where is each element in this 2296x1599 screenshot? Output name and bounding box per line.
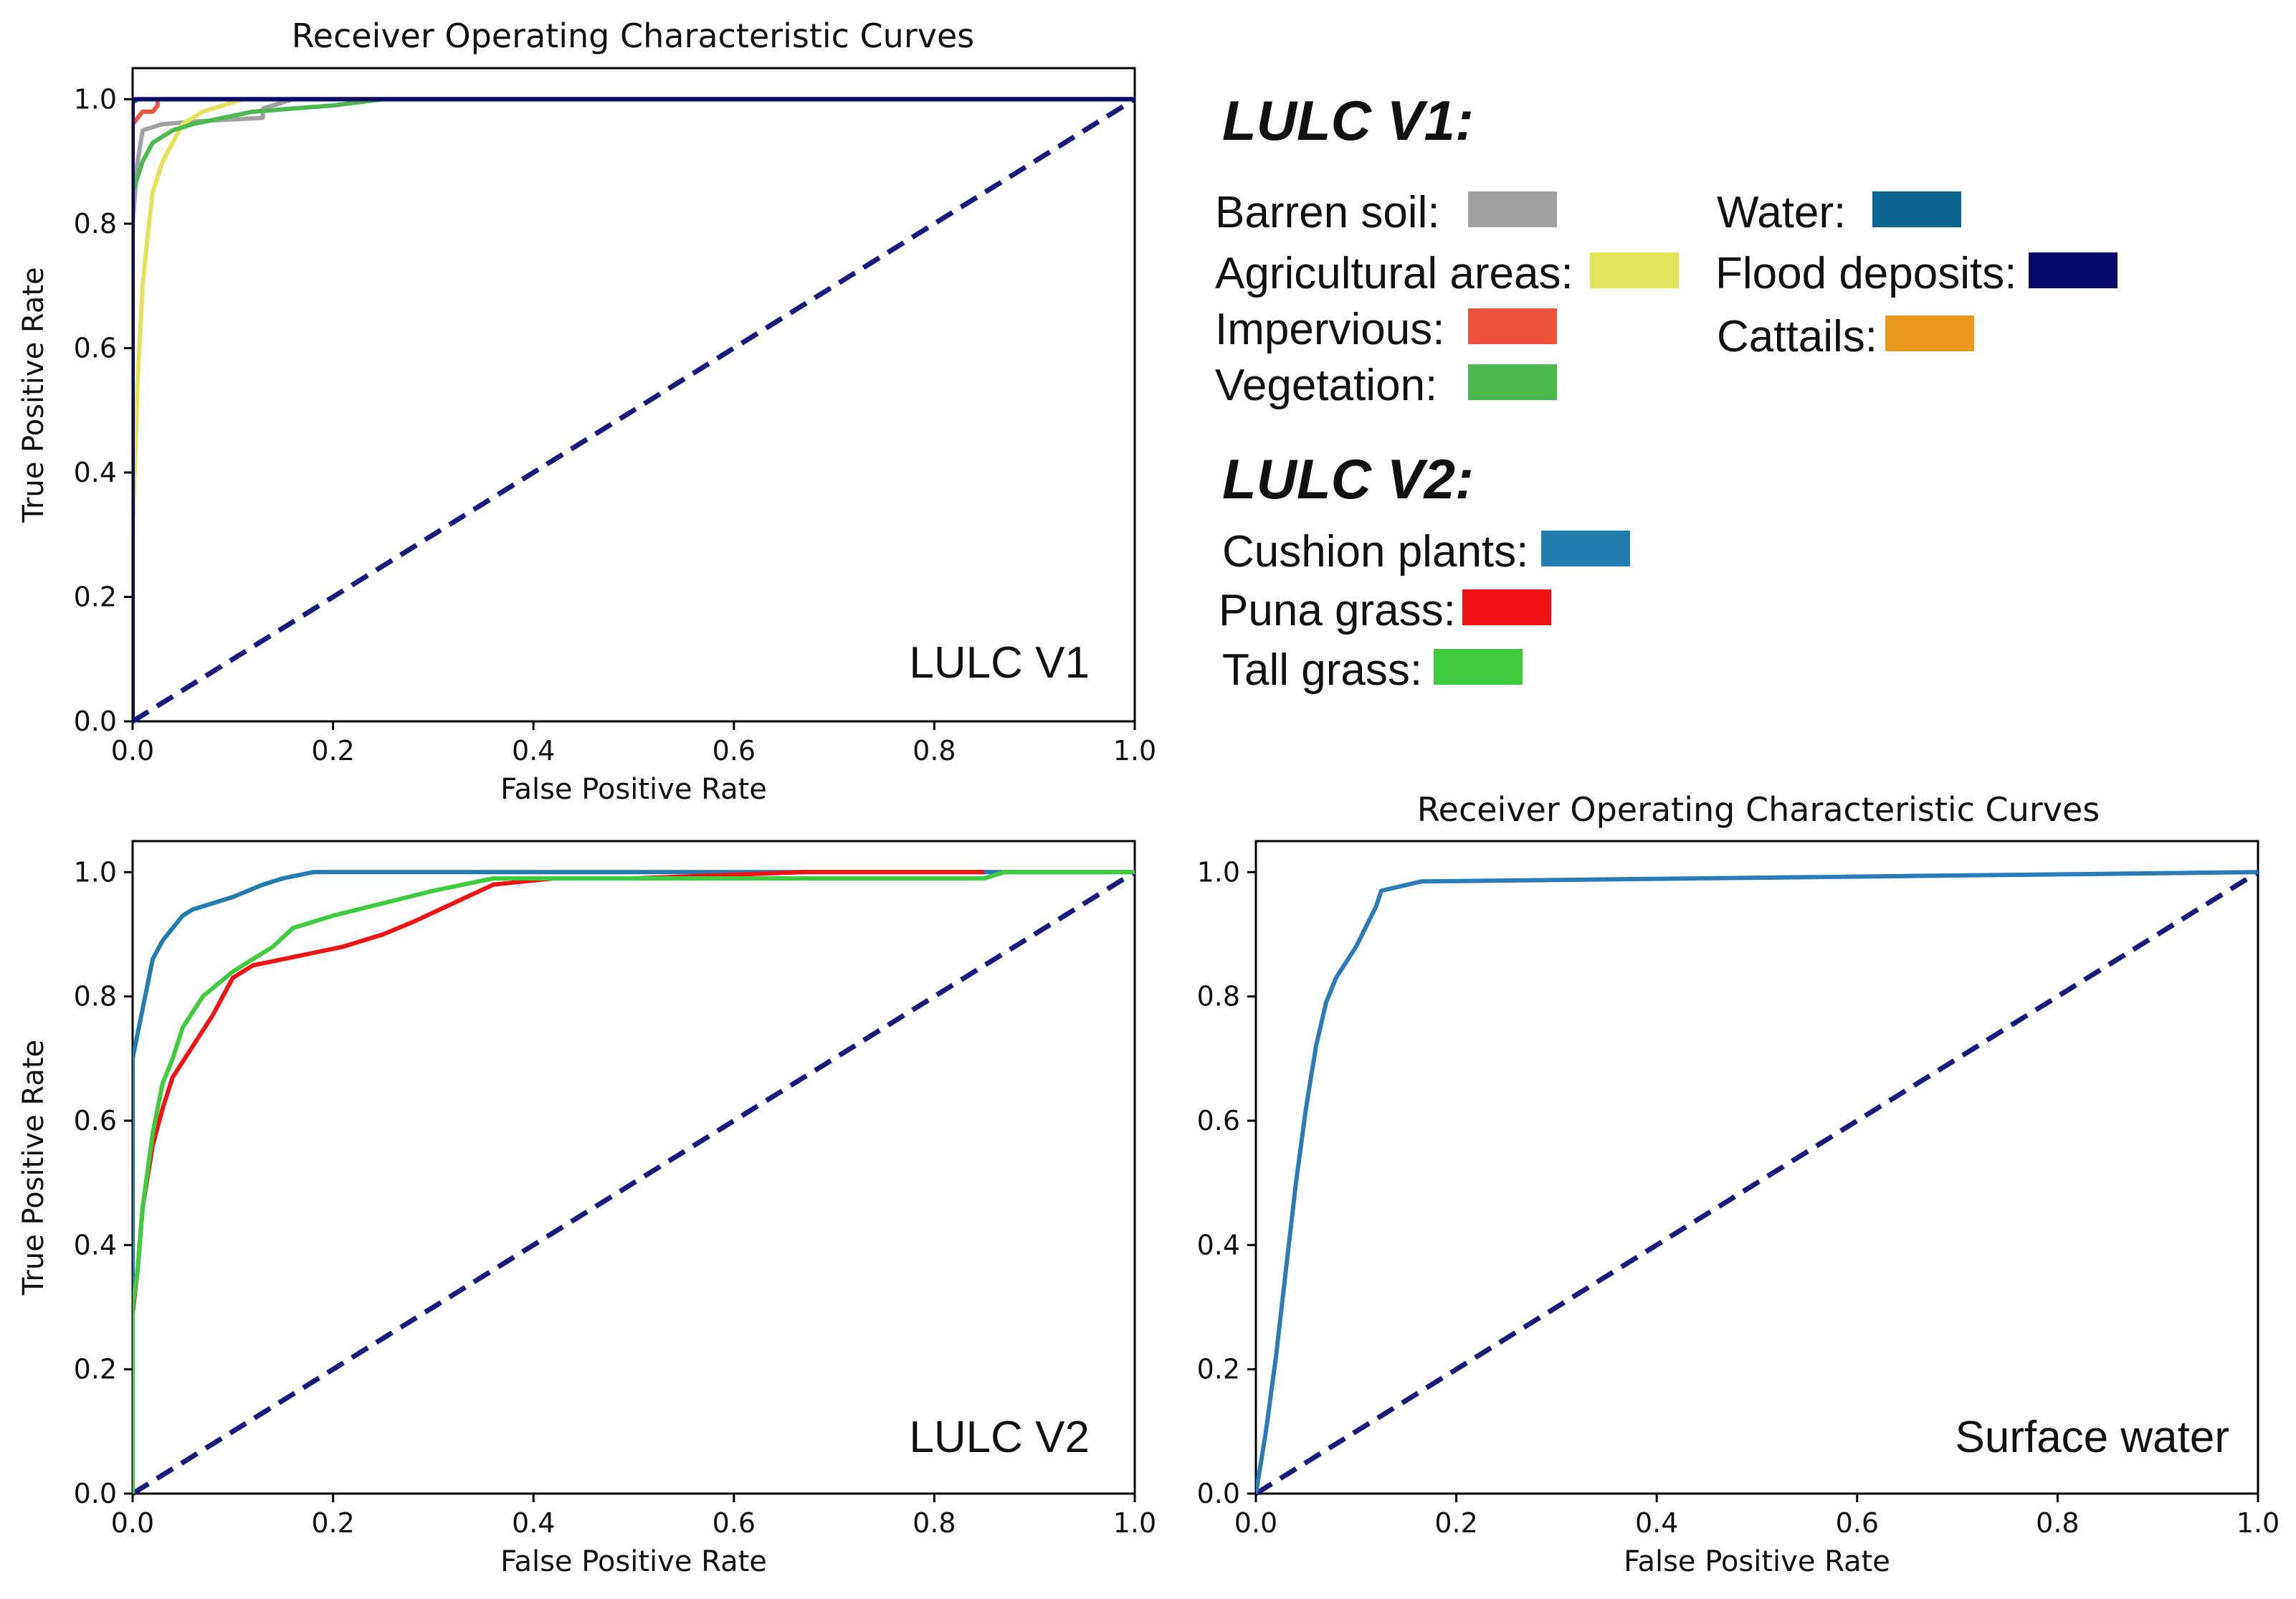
x-axis-label: False Positive Rate <box>500 1545 767 1578</box>
x-tick-label: 0.2 <box>311 1507 354 1539</box>
legend-swatch <box>1885 315 1974 351</box>
panel-label: Surface water <box>1955 1413 2229 1462</box>
legend-swatch <box>1468 364 1557 400</box>
x-axis-label: False Positive Rate <box>500 773 767 806</box>
x-tick-label: 0.4 <box>1635 1507 1678 1539</box>
chart1-title: Receiver Operating Characteristic Curves <box>292 16 974 55</box>
legend-swatch <box>1468 191 1557 227</box>
x-tick-label: 0.8 <box>913 1507 956 1539</box>
legend-label: Tall grass: <box>1222 645 1422 695</box>
legend-label: Cushion plants: <box>1222 527 1528 577</box>
y-tick-label: 1.0 <box>74 83 117 115</box>
plot-frame <box>1254 840 2259 1495</box>
chance-diagonal-line <box>133 97 1136 723</box>
y-tick-label: 1.0 <box>1197 856 1240 888</box>
x-tick-label: 0.4 <box>512 735 555 767</box>
y-tick-label: 0.2 <box>74 581 117 612</box>
legend-swatch <box>1590 252 1679 288</box>
legend-swatch <box>1872 191 1961 227</box>
x-tick-label: 0.2 <box>311 735 354 767</box>
x-tick-label: 0.8 <box>913 735 956 767</box>
y-tick-label: 0.2 <box>1197 1354 1240 1385</box>
x-tick-label: 1.0 <box>2237 1507 2280 1539</box>
series-line-surface-water <box>1256 870 2259 1494</box>
x-tick-label: 0.0 <box>111 735 154 767</box>
legend-v2-heading: LULC V2: <box>1222 447 1474 511</box>
x-tick-label: 0.6 <box>1836 1507 1879 1539</box>
plot-area <box>133 97 1136 723</box>
y-tick-label: 0.2 <box>74 1354 117 1385</box>
y-axis-label: True Positive Rate <box>17 1040 50 1296</box>
legend-swatch <box>2029 252 2118 288</box>
y-tick-label: 0.8 <box>74 981 117 1012</box>
x-tick-label: 0.8 <box>2036 1507 2079 1539</box>
panel-label: LULC V1 <box>909 638 1090 688</box>
legend: LULC V1: LULC V2: Barren soil: Agricultur… <box>1215 89 2118 695</box>
legend-label: Impervious: <box>1215 305 1444 354</box>
chart3-title: Receiver Operating Characteristic Curves <box>1417 790 2100 829</box>
y-tick-label: 1.0 <box>74 856 117 888</box>
legend-label: Flood deposits: <box>1715 249 2016 298</box>
y-tick-label: 0.6 <box>1197 1105 1240 1137</box>
y-tick-label: 0.6 <box>74 332 117 364</box>
chance-diagonal-line <box>133 870 1136 1496</box>
x-axis-label: False Positive Rate <box>1624 1545 1890 1578</box>
plot-area <box>133 870 1136 1496</box>
y-axis-label: True Positive Rate <box>17 267 50 523</box>
x-tick-label: 0.0 <box>1234 1507 1277 1539</box>
panel-label: LULC V2 <box>909 1413 1090 1462</box>
y-tick-label: 0.0 <box>1197 1478 1240 1509</box>
legend-label: Water: <box>1717 188 1846 237</box>
series-line-agricultural-areas <box>133 97 1135 721</box>
y-tick-label: 0.8 <box>1197 981 1240 1012</box>
series-line-cushion-plants <box>133 870 1135 1494</box>
y-tick-label: 0.4 <box>74 1229 117 1261</box>
x-tick-label: 0.0 <box>111 1507 154 1539</box>
y-tick-label: 0.0 <box>74 706 117 737</box>
legend-label: Agricultural areas: <box>1215 249 1573 298</box>
x-tick-label: 1.0 <box>1113 735 1156 767</box>
legend-swatch <box>1462 589 1551 625</box>
legend-label: Barren soil: <box>1215 188 1440 237</box>
chart-lulc-v1: 0.0 0.2 0.4 0.6 0.8 1.0 0.0 0.2 0.4 0.6 0.8 1.0 Fals… <box>17 67 1156 806</box>
x-tick-label: 0.6 <box>713 1507 756 1539</box>
y-tick-label: 0.4 <box>1197 1229 1240 1261</box>
chart-surface-water: 0.0 0.2 0.4 0.6 0.8 1.0 0.0 0.2 0.4 0.6 0.8 1.0 Fals… <box>1197 840 2280 1578</box>
plot-area <box>1256 870 2259 1496</box>
series-line-tall-grass <box>133 870 1135 1494</box>
legend-label: Cattails: <box>1717 312 1877 361</box>
series-line-vegetation <box>133 97 1135 721</box>
chart-lulc-v2: 0.0 0.2 0.4 0.6 0.8 1.0 0.0 0.2 0.4 0.6 0.8 1.0 Fals… <box>17 840 1156 1578</box>
x-tick-label: 1.0 <box>1113 1507 1156 1539</box>
x-tick-label: 0.2 <box>1434 1507 1477 1539</box>
y-tick-label: 0.6 <box>74 1105 117 1137</box>
y-tick-label: 0.8 <box>74 208 117 239</box>
legend-label: Puna grass: <box>1219 586 1456 635</box>
x-tick-label: 0.4 <box>512 1507 555 1539</box>
legend-swatch <box>1541 531 1630 566</box>
series-line-puna-grass <box>133 870 985 1494</box>
series-line-flood-deposits <box>133 97 1135 721</box>
plot-frame <box>131 67 1136 723</box>
legend-label: Vegetation: <box>1215 361 1437 410</box>
y-tick-label: 0.0 <box>74 1478 117 1509</box>
legend-v1-heading: LULC V1: <box>1222 89 1474 152</box>
x-tick-label: 0.6 <box>713 735 756 767</box>
y-tick-label: 0.4 <box>74 457 117 488</box>
legend-swatch <box>1434 649 1523 685</box>
legend-swatch <box>1468 308 1557 344</box>
chance-diagonal-line <box>1256 870 2259 1496</box>
